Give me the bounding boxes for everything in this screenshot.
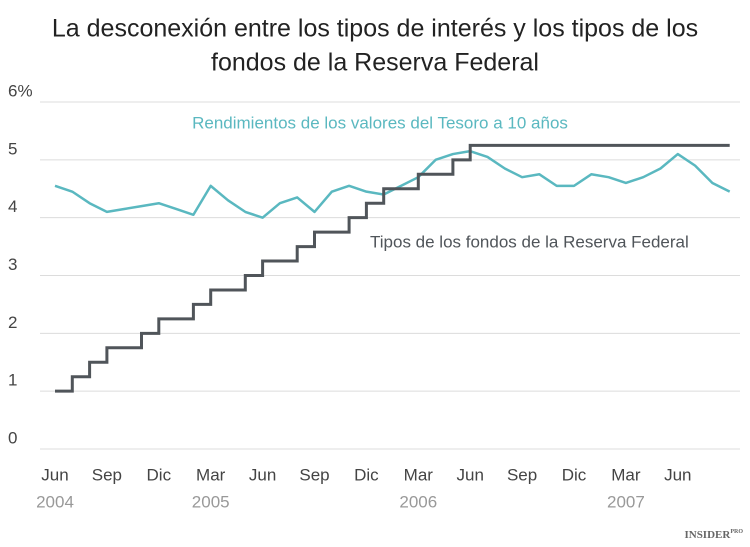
x-tick-label: Jun [456,465,483,484]
y-tick-label: 0 [8,428,17,447]
x-tick-label: Sep [299,465,329,484]
x-tick-label: Sep [92,465,122,484]
x-tick-label: Mar [404,465,434,484]
y-tick-label: 1 [8,371,17,390]
logo-main: INSIDER [684,529,731,541]
x-tick-label: Sep [507,465,537,484]
x-tick-label: Mar [196,465,226,484]
x-tick-label: Mar [611,465,641,484]
x-year-label: 2004 [36,492,74,511]
logo: INSIDERPRO [684,529,743,541]
x-year-label: 2005 [192,492,230,511]
x-tick-label: Jun [664,465,691,484]
y-tick-label: 6% [8,81,33,100]
x-year-label: 2007 [607,492,645,511]
x-tick-label: Dic [562,465,587,484]
series-line [54,149,731,219]
y-tick-label: 4 [8,197,17,216]
chart-title: La desconexión entre los tipos de interé… [52,15,698,43]
chart-title: fondos de la Reserva Federal [211,49,539,77]
x-tick-label: Jun [41,465,68,484]
x-tick-label: Dic [354,465,379,484]
series-label: Tipos de los fondos de la Reserva Federa… [370,232,689,251]
x-tick-label: Jun [249,465,276,484]
x-year-label: 2006 [399,492,437,511]
x-tick-label: Dic [147,465,172,484]
series-label: Rendimientos de los valores del Tesoro a… [192,113,568,132]
y-tick-label: 2 [8,313,17,332]
y-tick-label: 3 [8,255,17,274]
y-tick-label: 5 [8,139,17,158]
series-line [55,143,730,393]
logo-sub: PRO [730,529,743,535]
